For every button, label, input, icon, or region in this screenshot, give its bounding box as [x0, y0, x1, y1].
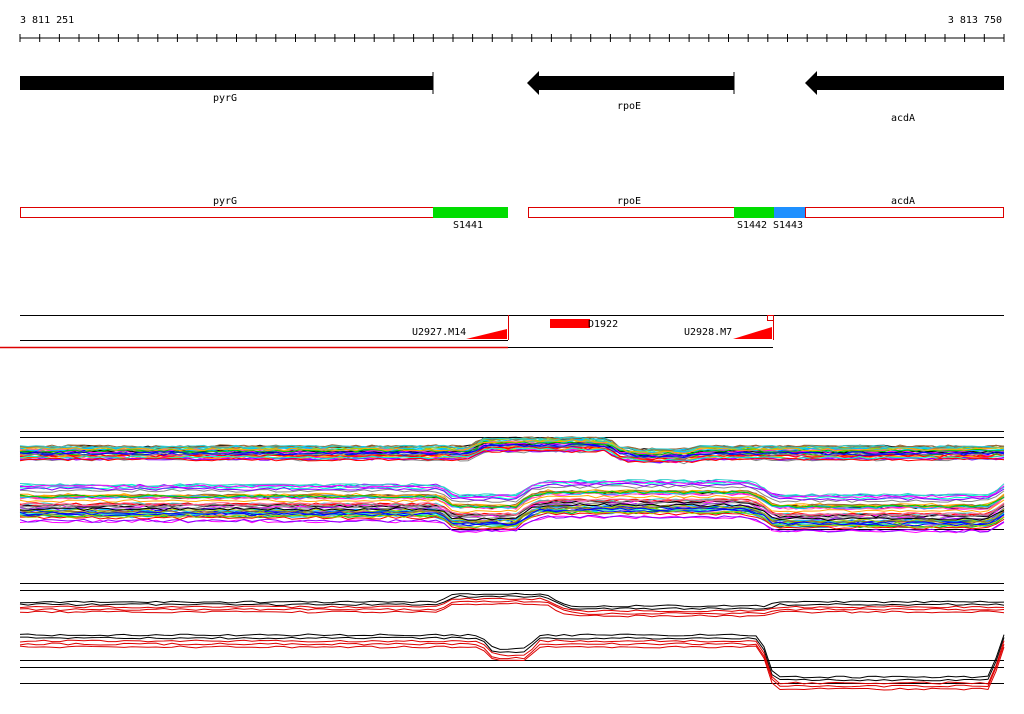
transcript-end-marker [767, 315, 774, 321]
expression-profiles-all [19, 431, 1005, 534]
gene-rpoE[interactable]: rpoE [527, 71, 735, 112]
profile-line-upper [19, 440, 1004, 456]
transcript-track: U2927.M14 D1922 U2928.M7 [0, 315, 1004, 349]
profile-line-lower [19, 501, 1005, 520]
transcript-wedge-U2927[interactable] [466, 329, 507, 339]
feature-label-S1441: S1441 [453, 220, 483, 231]
profile-selected-lower [19, 639, 1005, 685]
segment-track: pyrG rpoE acdA S1441 S1442 S1443 [20, 196, 1004, 231]
profile-line-upper [19, 443, 1005, 458]
profile-line-upper [19, 439, 1005, 455]
profile-selected-upper [19, 599, 1005, 615]
gene-acdA[interactable]: acdA [805, 71, 1004, 124]
feature-S1441[interactable] [433, 207, 508, 218]
profile-line-upper [19, 444, 1005, 460]
profile-line-lower [19, 514, 1005, 533]
profile-selected-lower [19, 642, 1005, 688]
profile-line-upper [19, 436, 1005, 452]
feature-label-S1443: S1443 [773, 220, 803, 231]
coordinate-end: 3 813 750 [948, 15, 1002, 26]
gene-label-rpoE: rpoE [617, 101, 641, 112]
transcript-label-D1922: D1922 [588, 319, 618, 330]
profile-line-lower [19, 503, 1005, 522]
profile-selected-upper [19, 602, 1005, 618]
profile-line-lower [19, 507, 1005, 526]
profile-line-lower [19, 498, 1005, 517]
gene-label-acdA: acdA [891, 113, 915, 124]
gene-arrow-rpoE [527, 71, 734, 95]
profile-line-lower [19, 478, 1005, 497]
gene-track: pyrG rpoE acdA [20, 71, 1004, 124]
profile-line-upper [19, 448, 1005, 464]
gene-pyrG[interactable]: pyrG [20, 72, 434, 104]
profile-selected-upper [19, 592, 1005, 608]
feature-S1442[interactable] [734, 207, 774, 218]
transcript-label-U2927: U2927.M14 [412, 327, 466, 338]
profile-line-lower [19, 482, 1005, 501]
profile-line-upper [19, 449, 1005, 464]
expression-profiles-selected [19, 583, 1005, 691]
coordinate-start: 3 811 251 [20, 15, 74, 26]
ruler-ticks [19, 34, 1005, 42]
transcript-wedge-U2928[interactable] [733, 327, 772, 339]
segment-label-rpoE: rpoE [617, 196, 641, 207]
profile-selected-lower [19, 645, 1005, 691]
gene-arrow-acdA [805, 71, 1004, 95]
profile-line-lower [19, 504, 1005, 523]
gene-label-pyrG: pyrG [213, 93, 237, 104]
transcript-D1922[interactable] [550, 319, 590, 328]
profile-line-lower [19, 494, 1005, 513]
feature-label-S1442: S1442 [737, 220, 767, 231]
profile-selected-upper [19, 597, 1005, 613]
profile-line-lower [19, 490, 1005, 509]
profile-line-lower [20, 511, 1005, 530]
profile-selected-upper [19, 594, 1005, 610]
profile-line-upper [19, 447, 1005, 463]
gene-arrow-pyrG [20, 76, 433, 90]
coordinate-ruler: 3 811 251 3 813 750 [19, 15, 1005, 42]
profile-line-lower [19, 480, 1005, 499]
segment-label-pyrG: pyrG [213, 196, 237, 207]
feature-S1443[interactable] [774, 207, 805, 218]
segment-label-acdA: acdA [891, 196, 915, 207]
transcript-label-U2928: U2928.M7 [684, 327, 732, 338]
profile-selected-lower [20, 636, 1005, 682]
profile-line-lower [19, 499, 1005, 518]
profile-line-lower [19, 510, 1005, 529]
profile-selected-lower [19, 633, 1005, 679]
